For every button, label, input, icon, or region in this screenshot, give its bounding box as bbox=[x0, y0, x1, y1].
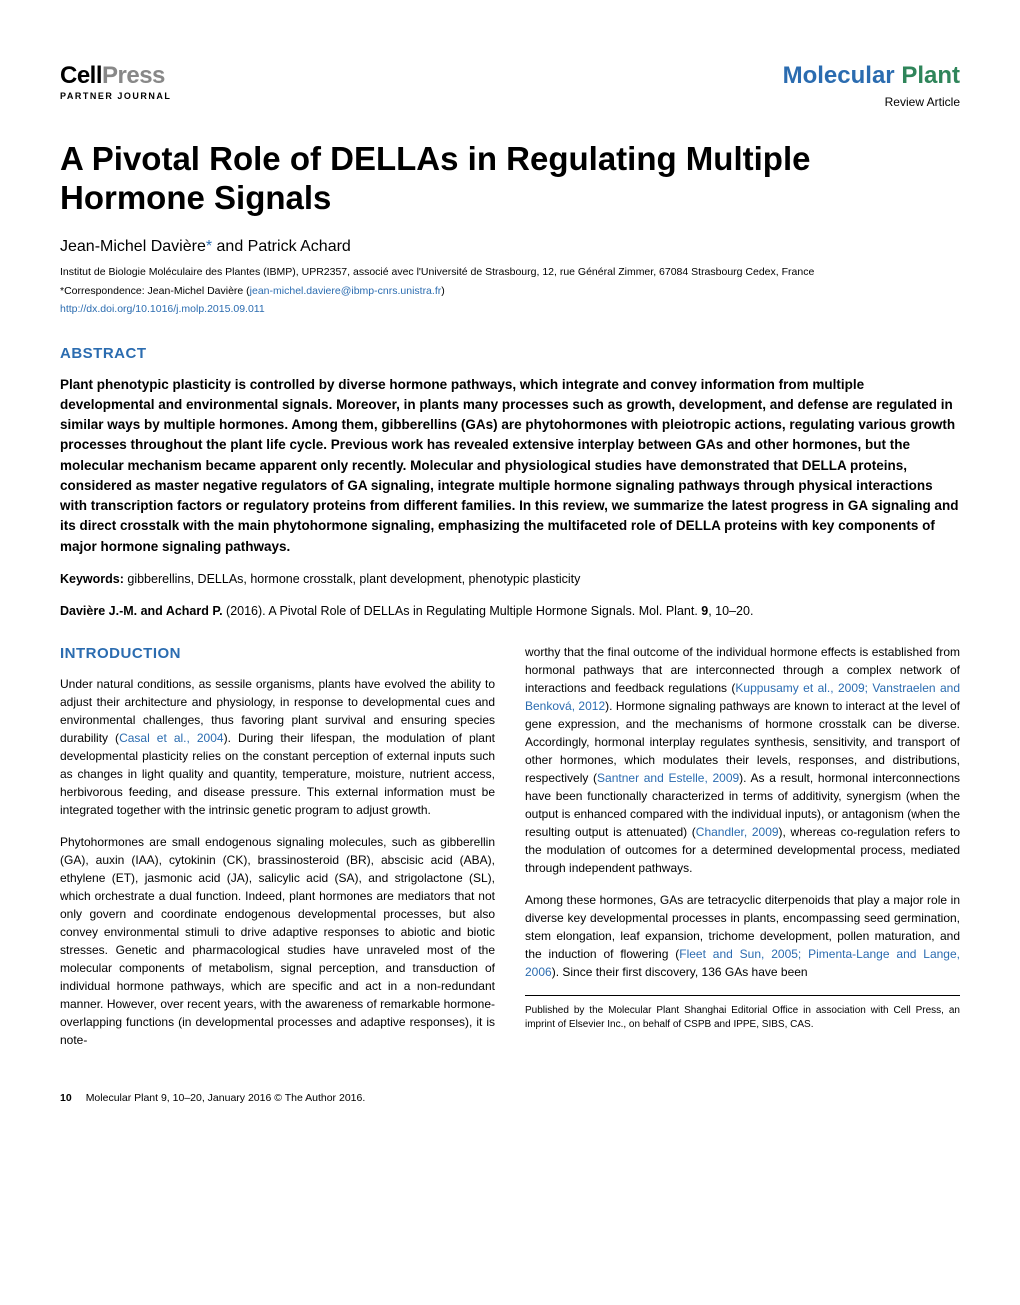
intro-paragraph-2: Phytohormones are small endogenous signa… bbox=[60, 833, 495, 1049]
author-1: Jean-Michel Davière bbox=[60, 238, 206, 255]
page-number: 10 bbox=[60, 1091, 72, 1105]
citation-line: Davière J.-M. and Achard P. (2016). A Pi… bbox=[60, 602, 960, 621]
right-paragraph-1: worthy that the final outcome of the ind… bbox=[525, 643, 960, 877]
logo-press-word: Press bbox=[102, 62, 165, 89]
journal-word-plant: Plant bbox=[901, 62, 960, 89]
page-header: CellPress PARTNER JOURNAL Molecular Plan… bbox=[60, 60, 960, 111]
abstract-heading: ABSTRACT bbox=[60, 344, 960, 364]
logo-cellpress: CellPress bbox=[60, 60, 171, 92]
introduction-heading: INTRODUCTION bbox=[60, 643, 495, 666]
keywords-text: gibberellins, DELLAs, hormone crosstalk,… bbox=[124, 572, 581, 586]
logo-cell-word: Cell bbox=[60, 62, 102, 89]
article-title: A Pivotal Role of DELLAs in Regulating M… bbox=[60, 139, 960, 218]
authors-line: Jean-Michel Davière* and Patrick Achard bbox=[60, 236, 960, 258]
right-paragraph-2: Among these hormones, GAs are tetracycli… bbox=[525, 891, 960, 981]
article-type: Review Article bbox=[783, 94, 960, 110]
ref-casal-2004[interactable]: Casal et al., 2004 bbox=[119, 731, 224, 745]
keywords-line: Keywords: gibberellins, DELLAs, hormone … bbox=[60, 571, 960, 588]
ref-chandler-2009[interactable]: Chandler, 2009 bbox=[696, 825, 779, 839]
correspondence-email[interactable]: jean-michel.daviere@ibmp-cnrs.unistra.fr bbox=[250, 285, 442, 297]
affiliation: Institut de Biologie Moléculaire des Pla… bbox=[60, 265, 960, 280]
ref-santner-estelle-2009[interactable]: Santner and Estelle, 2009 bbox=[597, 771, 739, 785]
page-footer: 10 Molecular Plant 9, 10–20, January 201… bbox=[60, 1091, 960, 1105]
correspondence-line: *Correspondence: Jean-Michel Davière (je… bbox=[60, 284, 960, 298]
citation-text-1: (2016). A Pivotal Role of DELLAs in Regu… bbox=[223, 604, 702, 618]
correspondence-close: ) bbox=[441, 285, 445, 297]
doi-link[interactable]: http://dx.doi.org/10.1016/j.molp.2015.09… bbox=[60, 302, 960, 316]
correspondence-label: *Correspondence: Jean-Michel Davière ( bbox=[60, 285, 250, 297]
intro-paragraph-1: Under natural conditions, as sessile org… bbox=[60, 675, 495, 819]
citation-text-2: , 10–20. bbox=[708, 604, 753, 618]
logo-subtitle: PARTNER JOURNAL bbox=[60, 90, 171, 102]
keywords-label: Keywords: bbox=[60, 572, 124, 586]
rp2-b: ). Since their first discovery, 136 GAs … bbox=[552, 965, 808, 979]
footer-citation: Molecular Plant 9, 10–20, January 2016 ©… bbox=[86, 1091, 366, 1105]
publication-note-divider bbox=[525, 995, 960, 996]
abstract-text: Plant phenotypic plasticity is controlle… bbox=[60, 375, 960, 557]
body-columns: INTRODUCTION Under natural conditions, a… bbox=[60, 643, 960, 1064]
journal-name: Molecular Plant bbox=[783, 60, 960, 92]
right-column: worthy that the final outcome of the ind… bbox=[525, 643, 960, 1064]
journal-word-molecular: Molecular bbox=[783, 62, 895, 89]
left-column: INTRODUCTION Under natural conditions, a… bbox=[60, 643, 495, 1064]
author-2: and Patrick Achard bbox=[212, 238, 351, 255]
publisher-logo: CellPress PARTNER JOURNAL bbox=[60, 60, 171, 103]
publication-note: Published by the Molecular Plant Shangha… bbox=[525, 1004, 960, 1032]
journal-block: Molecular Plant Review Article bbox=[783, 60, 960, 111]
citation-authors: Davière J.-M. and Achard P. bbox=[60, 604, 223, 618]
